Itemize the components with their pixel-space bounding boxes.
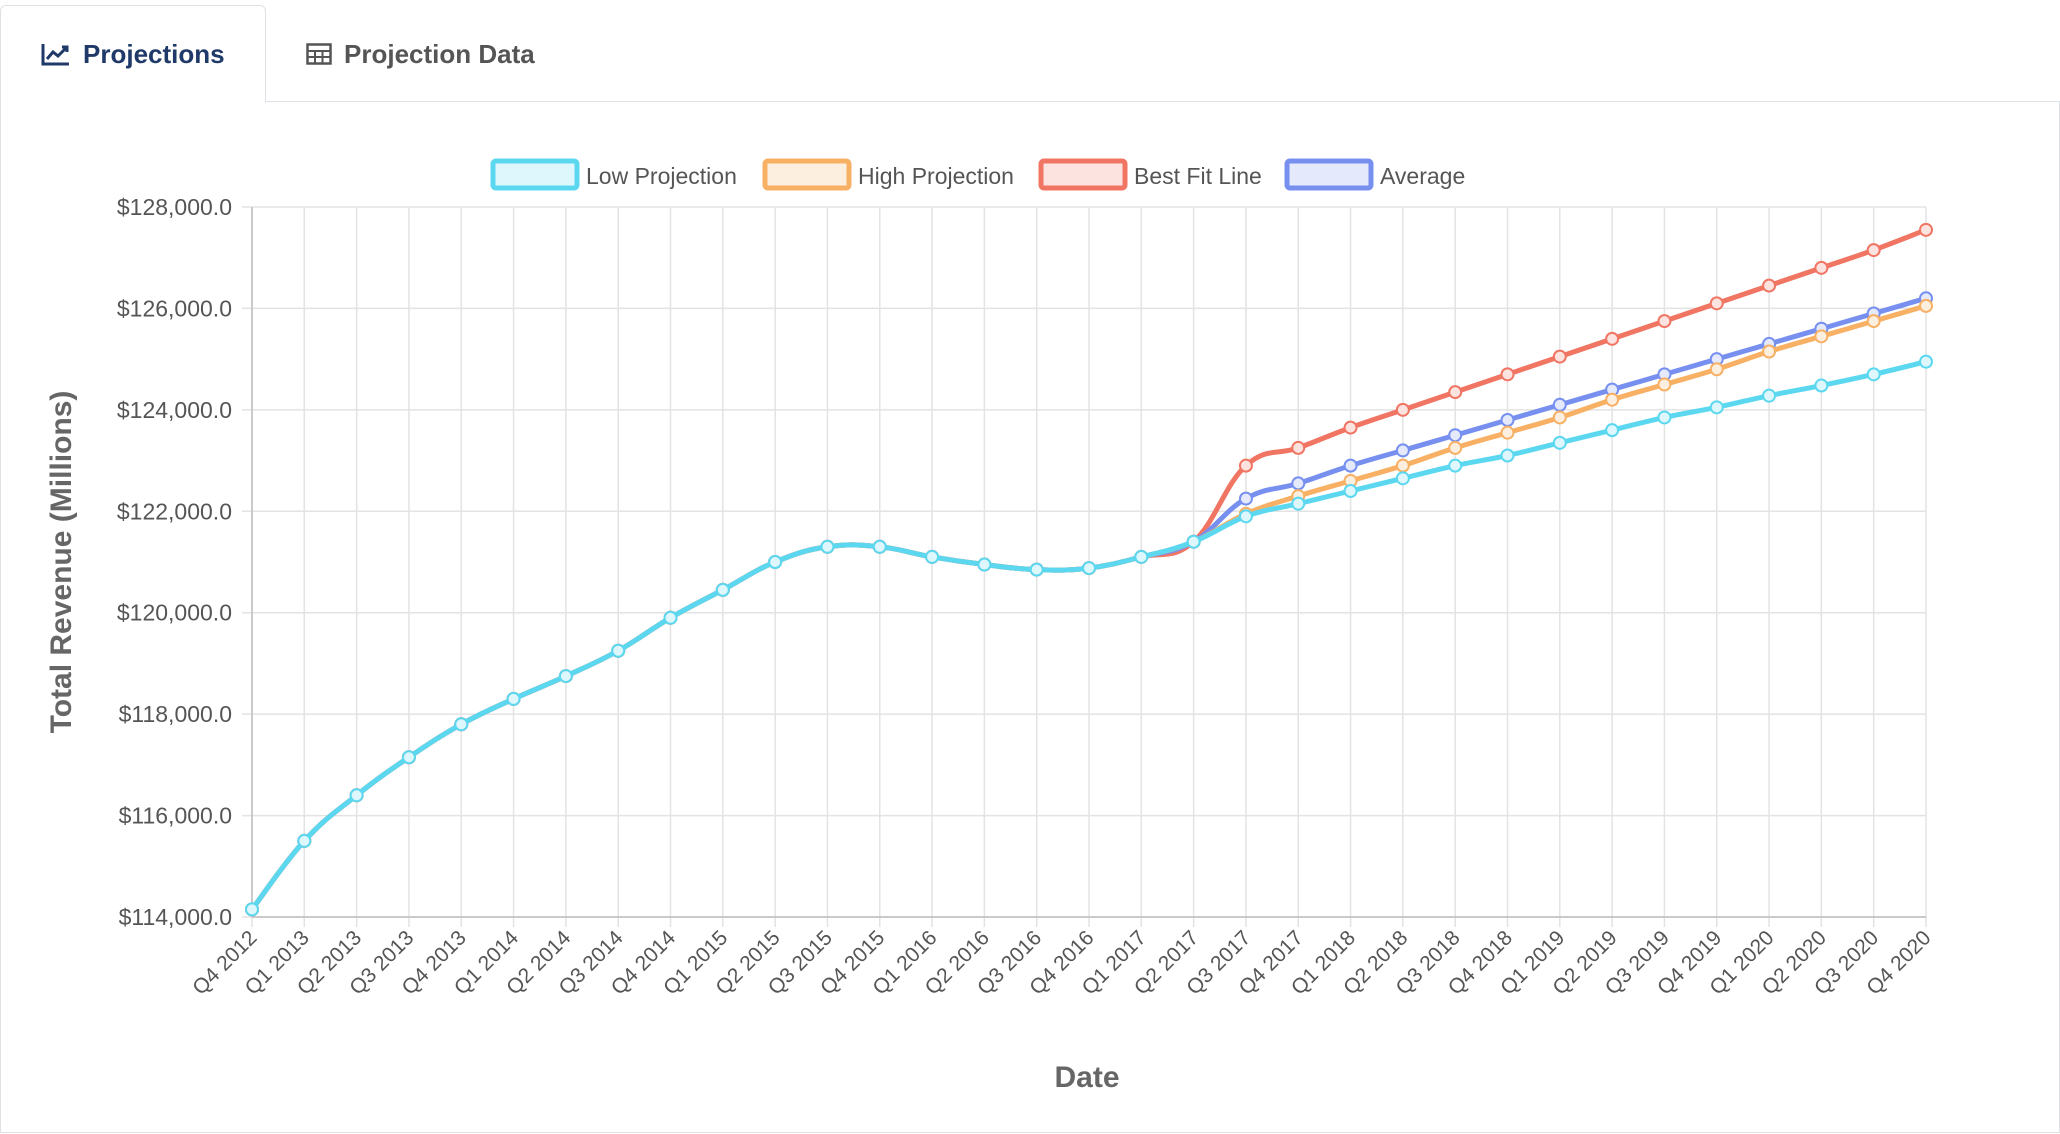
y-tick-label: $122,000.0 — [117, 498, 232, 524]
data-point — [1448, 428, 1463, 443]
legend-item: Best Fit Line — [1038, 158, 1262, 191]
y-tick-label: $128,000.0 — [117, 194, 232, 220]
tab-projections-label: Projections — [83, 38, 225, 69]
data-point — [1186, 534, 1201, 549]
chart-panel: $114,000.0 $116,000.0 $118,000.0 $120,000.0… — [0, 102, 2060, 1133]
data-point — [715, 582, 730, 597]
data-point — [1919, 222, 1933, 237]
legend-label: Best Fit Line — [1134, 163, 1262, 189]
data-point — [1500, 413, 1515, 427]
data-point — [1500, 425, 1515, 440]
data-point — [872, 539, 887, 554]
data-point — [1238, 458, 1253, 473]
y-tick-label: $126,000.0 — [117, 295, 232, 321]
data-point — [1762, 388, 1777, 403]
legend-swatch — [490, 158, 580, 191]
data-point — [1866, 314, 1881, 329]
data-point — [1919, 354, 1933, 369]
tab-bar: Projections Projection Data — [0, 0, 2060, 103]
data-point — [1029, 562, 1044, 577]
data-point — [1709, 362, 1724, 377]
data-point — [663, 610, 678, 625]
data-point — [1605, 331, 1620, 346]
data-point — [1343, 420, 1358, 435]
data-point — [349, 788, 364, 803]
data-point — [1762, 344, 1777, 359]
data-point — [1657, 314, 1672, 329]
data-point — [454, 717, 469, 732]
y-tick-label: $118,000.0 — [119, 701, 232, 727]
data-point — [1448, 458, 1463, 473]
data-point — [977, 557, 992, 572]
data-point — [820, 539, 835, 554]
y-tick-label: $124,000.0 — [117, 397, 232, 423]
legend-swatch — [1038, 158, 1128, 191]
data-point — [1500, 448, 1515, 463]
data-point — [1709, 400, 1724, 415]
y-tick-label: $116,000.0 — [119, 803, 232, 829]
data-point — [1709, 296, 1724, 311]
data-point — [1134, 549, 1149, 564]
data-point — [1395, 443, 1410, 458]
legend-swatch — [762, 158, 852, 191]
projection-line-chart: $114,000.0 $116,000.0 $118,000.0 $120,000.0… — [45, 158, 1936, 1094]
data-point — [1552, 349, 1567, 364]
y-axis-title: Total Revenue (Millions) — [45, 391, 78, 734]
x-axis-title: Date — [1054, 1061, 1119, 1094]
data-point — [925, 549, 940, 564]
data-point — [558, 669, 573, 684]
data-point — [297, 833, 312, 848]
tab-projections[interactable]: Projections — [0, 5, 266, 103]
data-point — [1919, 298, 1933, 313]
legend-label: Low Projection — [586, 163, 737, 189]
data-point — [1082, 561, 1096, 576]
data-point — [401, 750, 416, 765]
data-point — [1395, 458, 1410, 473]
tab-projection-data[interactable]: Projection Data — [266, 5, 575, 103]
data-point — [1657, 410, 1672, 425]
y-tick-label: $120,000.0 — [117, 600, 232, 626]
legend-item: Average — [1284, 158, 1465, 191]
data-point — [1291, 476, 1306, 491]
data-point — [1814, 378, 1829, 393]
data-point — [1552, 397, 1567, 412]
legend-item: Low Projection — [490, 158, 737, 191]
grid — [242, 206, 1927, 927]
tab-projection-data-label: Projection Data — [344, 38, 535, 69]
data-point — [506, 691, 521, 706]
data-point — [1866, 367, 1881, 382]
data-point — [1238, 491, 1253, 506]
data-point — [1605, 392, 1620, 407]
y-tick-label: $114,000.0 — [119, 904, 232, 930]
data-point — [1395, 471, 1410, 486]
data-point — [768, 555, 783, 569]
data-point — [1343, 458, 1358, 473]
legend-item: High Projection — [762, 158, 1014, 191]
data-point — [1448, 440, 1463, 455]
data-point — [1552, 435, 1567, 450]
data-point — [1238, 509, 1253, 524]
data-point — [245, 902, 259, 917]
data-point — [1814, 329, 1829, 344]
data-point — [611, 643, 626, 658]
legend-label: Average — [1380, 163, 1465, 189]
series-low-projection — [245, 354, 1933, 917]
data-point — [1500, 367, 1515, 382]
data-point — [1448, 385, 1463, 400]
data-point — [1552, 410, 1567, 425]
data-point — [1291, 496, 1306, 511]
data-point — [1343, 484, 1358, 498]
data-point — [1605, 423, 1620, 438]
table-icon — [306, 43, 332, 65]
legend-label: High Projection — [858, 163, 1014, 189]
legend: Low Projection High Projection Best Fit Li… — [490, 158, 1465, 191]
data-point — [1762, 278, 1777, 293]
legend-swatch — [1284, 158, 1374, 191]
data-point — [1291, 440, 1306, 455]
data-point — [1657, 377, 1672, 392]
data-point — [1866, 243, 1881, 258]
line-chart-icon — [41, 44, 69, 66]
data-point — [1395, 402, 1410, 417]
data-point — [1814, 260, 1829, 275]
